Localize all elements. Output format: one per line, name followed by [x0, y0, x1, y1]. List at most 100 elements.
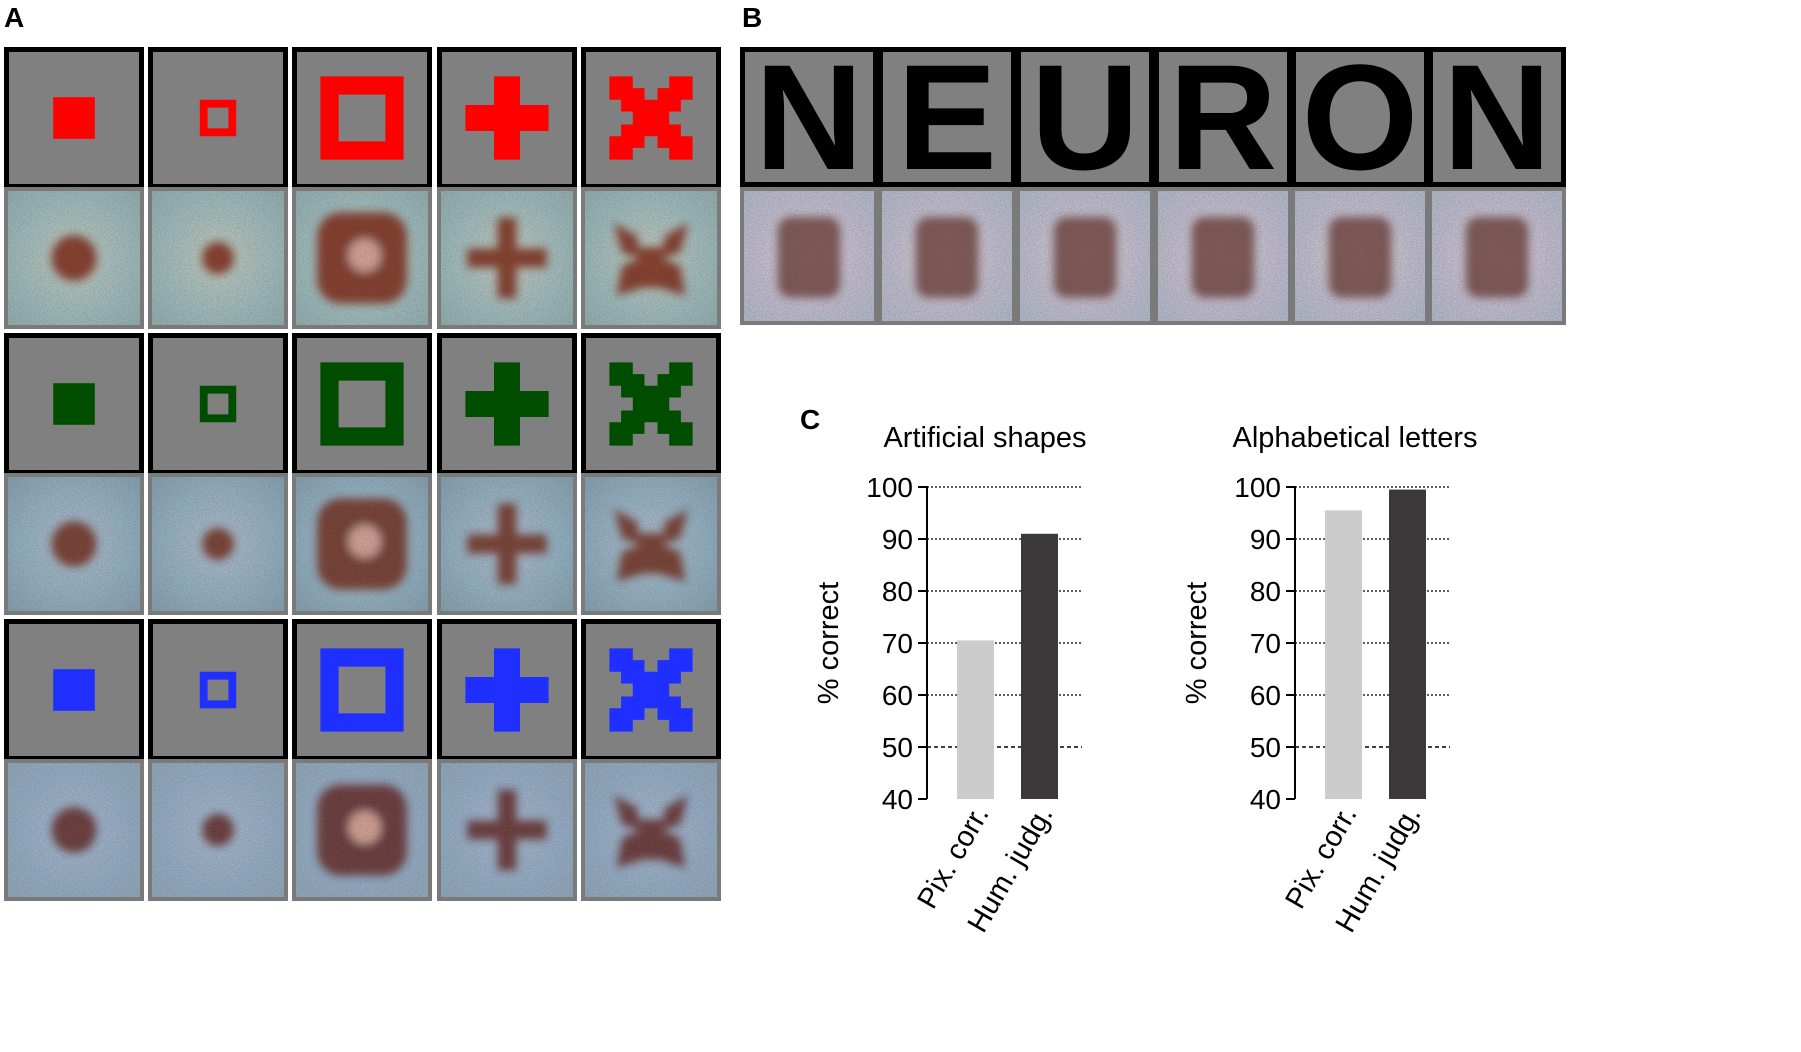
letter-4: O: [1301, 33, 1419, 201]
green-small-hollow-square-icon: [199, 385, 237, 423]
chart-title-alphabetical-letters: Alphabetical letters: [1232, 422, 1478, 454]
reconstruction-letter-0-image: [744, 191, 874, 321]
reconstruction-red-small-hollow-square-image: [152, 191, 284, 325]
artificial-shapes-bar-1: [1021, 533, 1058, 799]
green-x-icon: [609, 362, 693, 446]
reconstruction-red-x: [581, 187, 721, 329]
reconstruction-red-plus-image: [441, 191, 573, 325]
stimulus-green-small-hollow-square: [148, 333, 288, 475]
blue-plus-icon: [465, 648, 549, 732]
stimulus-letter-5: N: [1428, 33, 1566, 201]
reconstruction-green-small-hollow-square: [148, 473, 288, 615]
reconstruction-letter-4: [1291, 187, 1429, 325]
red-plus-icon: [465, 76, 549, 160]
alphabetical-letters-bar-1: [1389, 489, 1426, 799]
stimulus-letter-2: U: [1016, 33, 1154, 201]
artificial-shapes-y-axis-label: % correct: [813, 582, 845, 704]
reconstruction-red-large-hollow-square-image: [296, 191, 428, 325]
reconstruction-blue-filled-square-image: [8, 763, 140, 897]
alphabetical-letters-y-axis-label: % correct: [1181, 582, 1213, 704]
reconstruction-blue-small-hollow-square: [148, 759, 288, 901]
red-large-hollow-square-icon: [320, 76, 404, 160]
reconstruction-green-plus-image: [441, 477, 573, 611]
artificial-shapes-tick-label-60: 60: [882, 680, 913, 711]
alphabetical-letters-tick-label-60: 60: [1250, 680, 1281, 711]
letter-5: N: [1442, 33, 1552, 201]
reconstruction-red-x-image: [585, 191, 717, 325]
reconstruction-blue-small-hollow-square-image: [152, 763, 284, 897]
reconstruction-green-plus: [437, 473, 577, 615]
red-filled-square-icon: [53, 97, 95, 139]
blue-small-hollow-square-icon: [199, 671, 237, 709]
alphabetical-letters-tick-label-50: 50: [1250, 732, 1281, 763]
panel-label-c: C: [800, 404, 821, 435]
reconstruction-blue-large-hollow-square-image: [296, 763, 428, 897]
reconstruction-blue-plus-image: [441, 763, 573, 897]
stimulus-letter-1: E: [878, 33, 1016, 201]
green-filled-square-icon: [53, 383, 95, 425]
reconstruction-red-filled-square: [4, 187, 144, 329]
stimulus-letter-0: N: [740, 33, 878, 201]
artificial-shapes-tick-label-50: 50: [882, 732, 913, 763]
reconstruction-letter-2-image: [1020, 191, 1150, 321]
stimulus-green-plus: [437, 333, 577, 475]
stimulus-red-large-hollow-square: [292, 47, 432, 189]
alphabetical-letters-bar-0: [1325, 510, 1362, 799]
reconstruction-red-small-hollow-square: [148, 187, 288, 329]
blue-filled-square-icon: [53, 669, 95, 711]
letter-1: E: [896, 33, 998, 201]
reconstruction-letter-3: [1154, 187, 1292, 325]
stimulus-red-plus: [437, 47, 577, 189]
artificial-shapes-tick-label-80: 80: [882, 576, 913, 607]
reconstruction-blue-filled-square: [4, 759, 144, 901]
stimulus-red-small-hollow-square: [148, 47, 288, 189]
artificial-shapes-tick-label-40: 40: [882, 784, 913, 815]
stimulus-green-filled-square: [4, 333, 144, 475]
reconstruction-green-x-image: [585, 477, 717, 611]
blue-x-icon: [609, 648, 693, 732]
reconstruction-green-filled-square: [4, 473, 144, 615]
reconstruction-letter-5: [1428, 187, 1566, 325]
reconstruction-green-filled-square-image: [8, 477, 140, 611]
stimulus-blue-filled-square: [4, 619, 144, 761]
stimulus-letter-3: R: [1154, 33, 1292, 201]
reconstruction-letter-3-image: [1158, 191, 1288, 321]
stimulus-blue-plus: [437, 619, 577, 761]
reconstruction-blue-large-hollow-square: [292, 759, 432, 901]
stimulus-blue-small-hollow-square: [148, 619, 288, 761]
reconstruction-letter-5-image: [1432, 191, 1562, 321]
red-x-icon: [609, 76, 693, 160]
alphabetical-letters-tick-label-40: 40: [1250, 784, 1281, 815]
stimulus-blue-x: [581, 619, 721, 761]
stimulus-green-x: [581, 333, 721, 475]
letter-3: R: [1168, 33, 1278, 201]
reconstruction-letter-4-image: [1295, 191, 1425, 321]
green-large-hollow-square-icon: [320, 362, 404, 446]
stimulus-green-large-hollow-square: [292, 333, 432, 475]
reconstruction-red-plus: [437, 187, 577, 329]
chart-title-artificial-shapes: Artificial shapes: [883, 422, 1087, 454]
letter-2: U: [1030, 33, 1140, 201]
reconstruction-red-large-hollow-square: [292, 187, 432, 329]
reconstruction-red-filled-square-image: [8, 191, 140, 325]
alphabetical-letters-tick-label-90: 90: [1250, 524, 1281, 555]
letter-0: N: [754, 33, 864, 201]
alphabetical-letters-tick-label-80: 80: [1250, 576, 1281, 607]
reconstruction-blue-x: [581, 759, 721, 901]
reconstruction-green-x: [581, 473, 721, 615]
panel-label-b: B: [742, 2, 763, 33]
reconstruction-green-small-hollow-square-image: [152, 477, 284, 611]
reconstruction-green-large-hollow-square-image: [296, 477, 428, 611]
artificial-shapes-bar-0: [957, 640, 994, 799]
red-small-hollow-square-icon: [199, 99, 237, 137]
reconstruction-letter-1-image: [882, 191, 1012, 321]
stimulus-red-x: [581, 47, 721, 189]
artificial-shapes-tick-label-90: 90: [882, 524, 913, 555]
stimulus-letter-4: O: [1291, 33, 1429, 201]
alphabetical-letters-tick-label-70: 70: [1250, 628, 1281, 659]
reconstruction-blue-plus: [437, 759, 577, 901]
reconstruction-letter-2: [1016, 187, 1154, 325]
reconstruction-green-large-hollow-square: [292, 473, 432, 615]
